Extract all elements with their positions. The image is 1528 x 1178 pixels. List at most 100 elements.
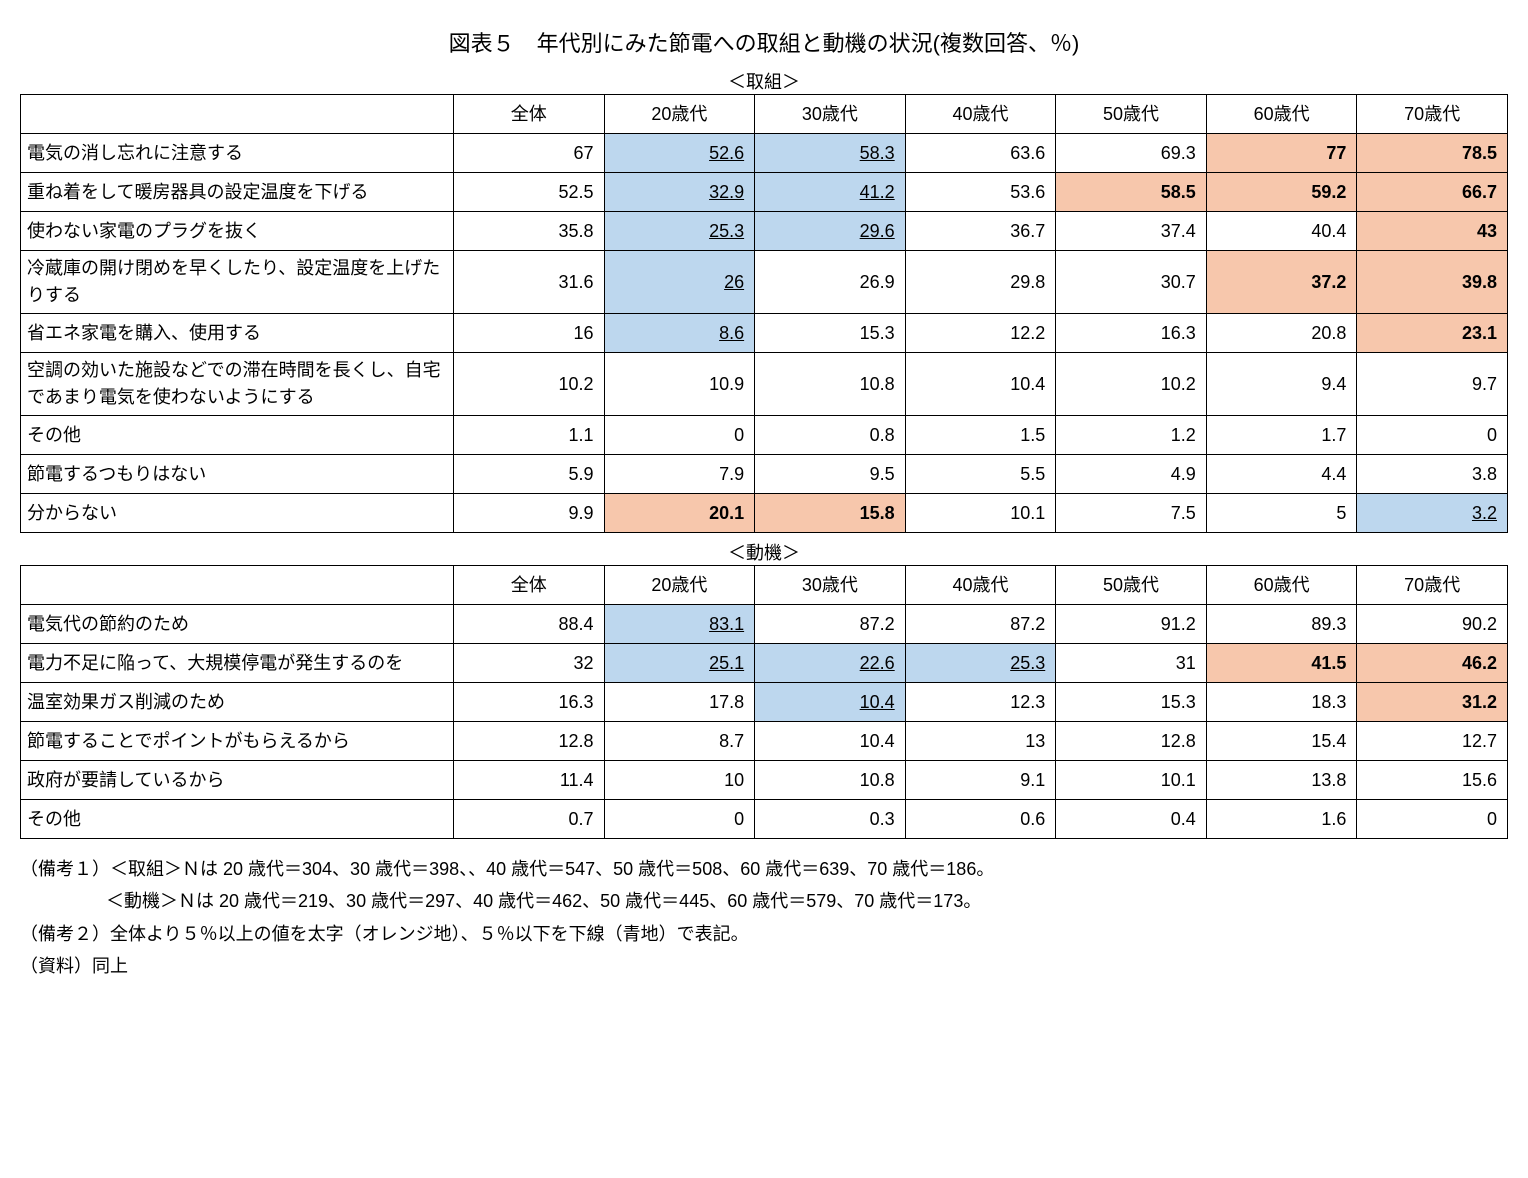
- cell-value: 40.4: [1206, 212, 1357, 251]
- row-label: 節電するつもりはない: [21, 455, 454, 494]
- cell-value: 59.2: [1206, 173, 1357, 212]
- cell-value: 10.9: [604, 353, 755, 416]
- cell-value: 15.6: [1357, 761, 1508, 800]
- cell-value: 69.3: [1056, 134, 1207, 173]
- cell-value: 4.4: [1206, 455, 1357, 494]
- row-label: 空調の効いた施設などでの滞在時間を長くし、自宅であまり電気を使わないようにする: [21, 353, 454, 416]
- cell-value: 41.2: [755, 173, 906, 212]
- cell-value: 10.1: [905, 494, 1056, 533]
- table-row: 電気の消し忘れに注意する6752.658.363.669.37778.5: [21, 134, 1508, 173]
- cell-value: 5.9: [454, 455, 605, 494]
- cell-value: 17.8: [604, 683, 755, 722]
- cell-value: 52.5: [454, 173, 605, 212]
- chart-title: 図表５ 年代別にみた節電への取組と動機の状況(複数回答、％): [20, 26, 1508, 58]
- cell-value: 15.3: [755, 314, 906, 353]
- cell-value: 77: [1206, 134, 1357, 173]
- cell-value: 87.2: [905, 605, 1056, 644]
- cell-value: 0: [604, 416, 755, 455]
- cell-value: 58.3: [755, 134, 906, 173]
- table-row: 温室効果ガス削減のため16.317.810.412.315.318.331.2: [21, 683, 1508, 722]
- cell-value: 20.8: [1206, 314, 1357, 353]
- cell-value: 12.3: [905, 683, 1056, 722]
- cell-value: 32.9: [604, 173, 755, 212]
- cell-value: 9.9: [454, 494, 605, 533]
- cell-value: 0.4: [1056, 800, 1207, 839]
- section-label-efforts: ＜取組＞: [20, 68, 1508, 94]
- cell-value: 15.8: [755, 494, 906, 533]
- header-blank: [21, 566, 454, 605]
- cell-value: 29.8: [905, 251, 1056, 314]
- cell-value: 12.2: [905, 314, 1056, 353]
- note-src: （資料）同上: [20, 950, 1508, 982]
- efforts-table: 全体20歳代30歳代40歳代50歳代60歳代70歳代 電気の消し忘れに注意する6…: [20, 94, 1508, 533]
- cell-value: 4.9: [1056, 455, 1207, 494]
- cell-value: 20.1: [604, 494, 755, 533]
- cell-value: 0.8: [755, 416, 906, 455]
- cell-value: 32: [454, 644, 605, 683]
- cell-value: 0: [1357, 800, 1508, 839]
- cell-value: 26: [604, 251, 755, 314]
- cell-value: 9.4: [1206, 353, 1357, 416]
- cell-value: 35.8: [454, 212, 605, 251]
- col-header: 70歳代: [1357, 95, 1508, 134]
- row-label: 重ね着をして暖房器具の設定温度を下げる: [21, 173, 454, 212]
- table-row: 電気代の節約のため88.483.187.287.291.289.390.2: [21, 605, 1508, 644]
- row-label: その他: [21, 416, 454, 455]
- cell-value: 3.2: [1357, 494, 1508, 533]
- cell-value: 25.3: [905, 644, 1056, 683]
- cell-value: 7.5: [1056, 494, 1207, 533]
- table-row: 政府が要請しているから11.41010.89.110.113.815.6: [21, 761, 1508, 800]
- table-row: 節電するつもりはない5.97.99.55.54.94.43.8: [21, 455, 1508, 494]
- section-label-motives: ＜動機＞: [20, 539, 1508, 565]
- col-header: 70歳代: [1357, 566, 1508, 605]
- cell-value: 18.3: [1206, 683, 1357, 722]
- col-header: 60歳代: [1206, 566, 1357, 605]
- cell-value: 30.7: [1056, 251, 1207, 314]
- cell-value: 9.1: [905, 761, 1056, 800]
- cell-value: 31.2: [1357, 683, 1508, 722]
- cell-value: 41.5: [1206, 644, 1357, 683]
- cell-value: 16: [454, 314, 605, 353]
- row-label: その他: [21, 800, 454, 839]
- table-row: 節電することでポイントがもらえるから12.88.710.41312.815.41…: [21, 722, 1508, 761]
- cell-value: 37.4: [1056, 212, 1207, 251]
- cell-value: 10: [604, 761, 755, 800]
- note-2: （備考２）全体より５％以上の値を太字（オレンジ地）、５％以下を下線（青地）で表記…: [20, 918, 1508, 950]
- col-header: 20歳代: [604, 95, 755, 134]
- table-row: 重ね着をして暖房器具の設定温度を下げる52.532.941.253.658.55…: [21, 173, 1508, 212]
- row-label: 冷蔵庫の開け閉めを早くしたり、設定温度を上げたりする: [21, 251, 454, 314]
- row-label: 省エネ家電を購入、使用する: [21, 314, 454, 353]
- cell-value: 63.6: [905, 134, 1056, 173]
- cell-value: 66.7: [1357, 173, 1508, 212]
- cell-value: 11.4: [454, 761, 605, 800]
- cell-value: 10.4: [755, 683, 906, 722]
- col-header: 50歳代: [1056, 95, 1207, 134]
- cell-value: 36.7: [905, 212, 1056, 251]
- cell-value: 26.9: [755, 251, 906, 314]
- cell-value: 29.6: [755, 212, 906, 251]
- cell-value: 37.2: [1206, 251, 1357, 314]
- cell-value: 8.7: [604, 722, 755, 761]
- table-row: 電力不足に陥って、大規模停電が発生するのを3225.122.625.33141.…: [21, 644, 1508, 683]
- cell-value: 13.8: [1206, 761, 1357, 800]
- cell-value: 0.3: [755, 800, 906, 839]
- row-label: 分からない: [21, 494, 454, 533]
- table-row: 空調の効いた施設などでの滞在時間を長くし、自宅であまり電気を使わないようにする 1…: [21, 353, 1508, 416]
- row-label: 使わない家電のプラグを抜く: [21, 212, 454, 251]
- cell-value: 23.1: [1357, 314, 1508, 353]
- note-1b: ＜動機＞Ｎは 20 歳代＝219、30 歳代＝297、40 歳代＝462、50 …: [20, 885, 1508, 917]
- cell-value: 12.7: [1357, 722, 1508, 761]
- cell-value: 10.8: [755, 353, 906, 416]
- cell-value: 1.5: [905, 416, 1056, 455]
- cell-value: 10.4: [905, 353, 1056, 416]
- cell-value: 9.5: [755, 455, 906, 494]
- cell-value: 25.3: [604, 212, 755, 251]
- table-row: 使わない家電のプラグを抜く35.825.329.636.737.440.443: [21, 212, 1508, 251]
- cell-value: 10.2: [1056, 353, 1207, 416]
- header-blank: [21, 95, 454, 134]
- row-label: 政府が要請しているから: [21, 761, 454, 800]
- cell-value: 3.8: [1357, 455, 1508, 494]
- col-header: 60歳代: [1206, 95, 1357, 134]
- cell-value: 39.8: [1357, 251, 1508, 314]
- cell-value: 31: [1056, 644, 1207, 683]
